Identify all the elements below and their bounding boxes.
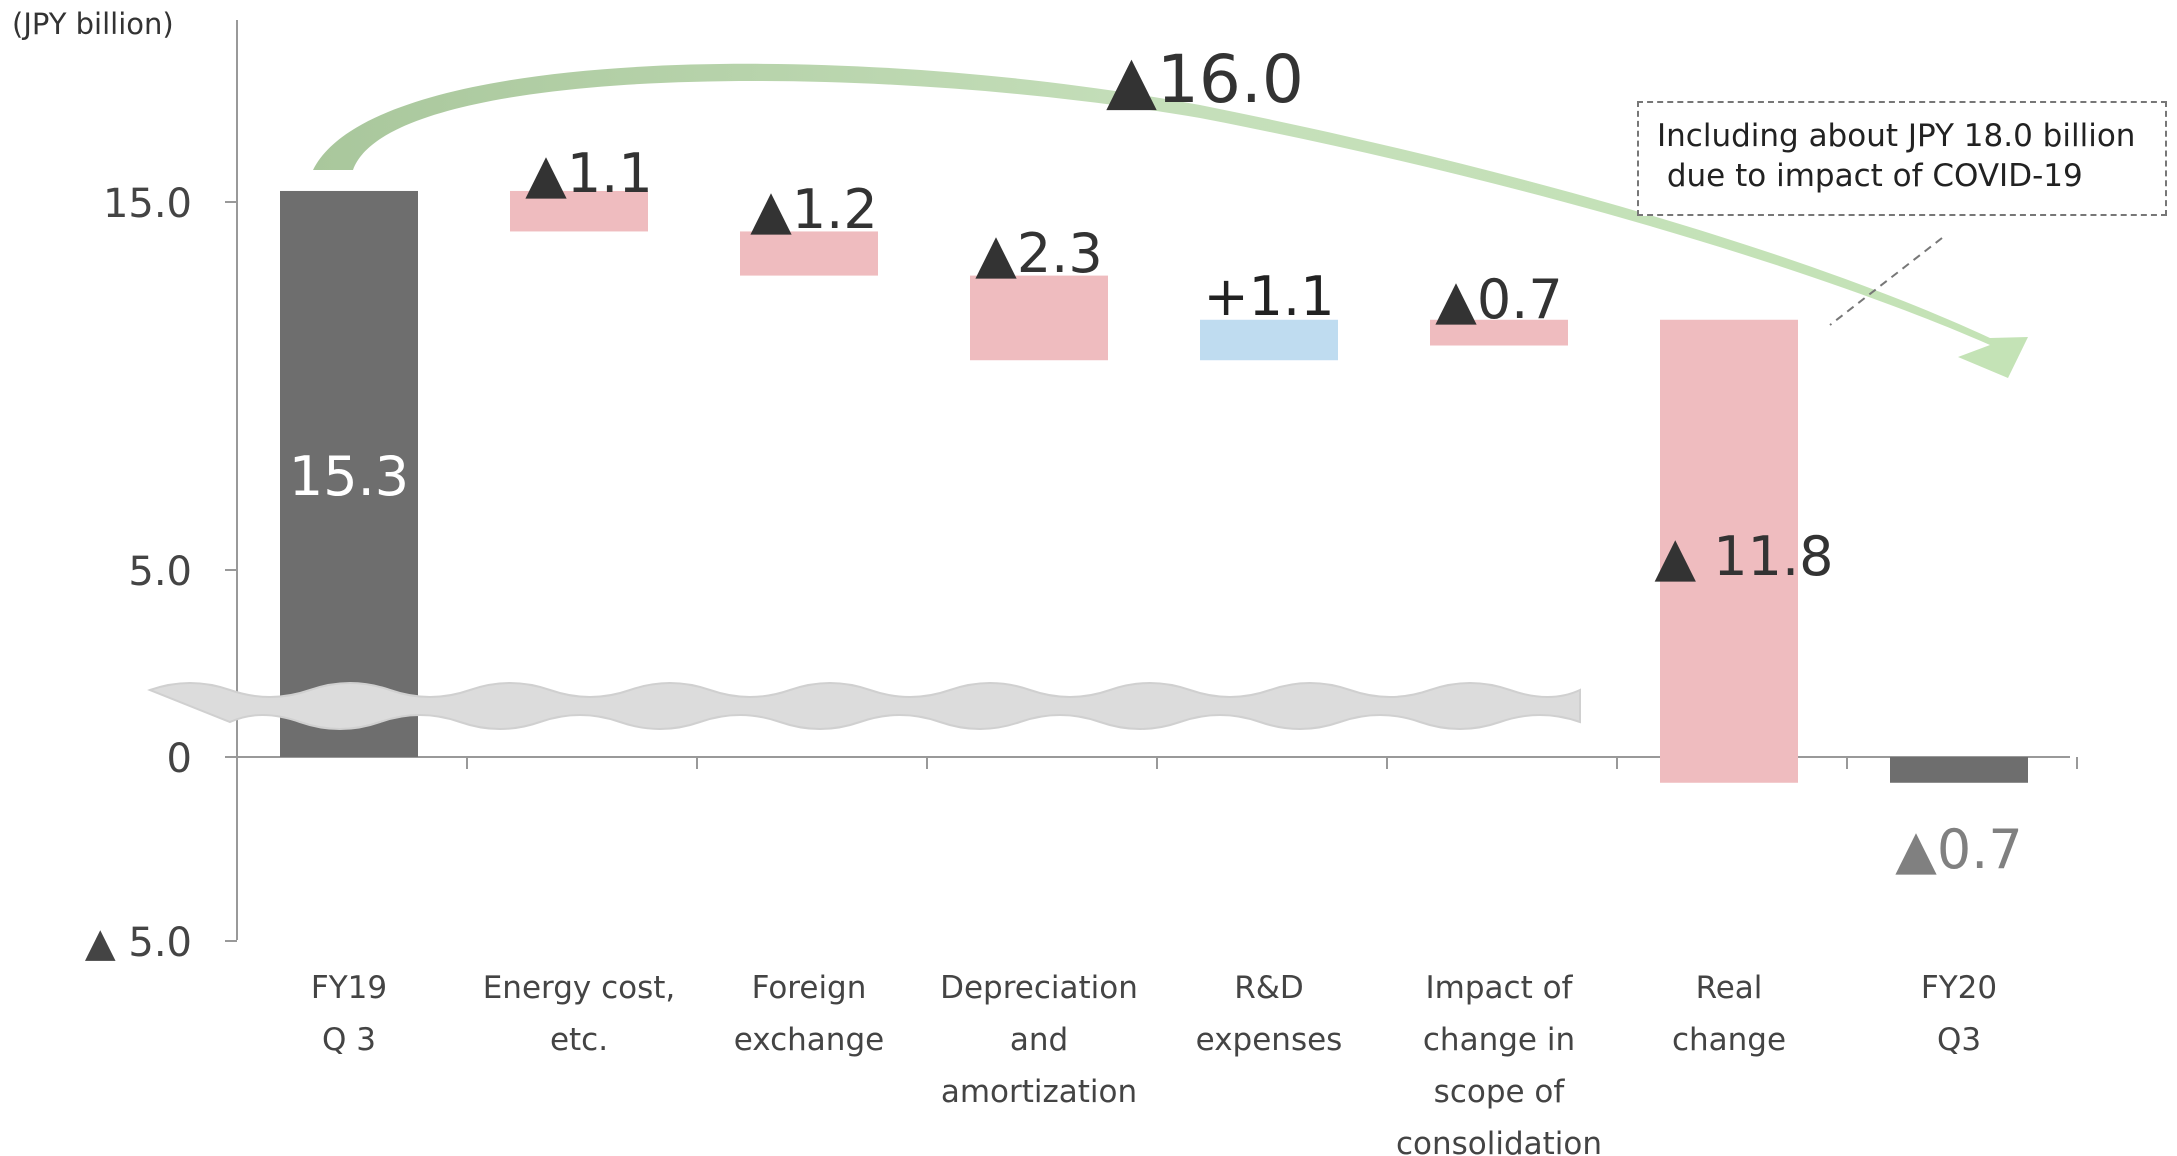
bar-rnd [1200, 319, 1338, 361]
unit-label: (JPY billion) [12, 7, 174, 41]
leader-line [1829, 237, 1943, 326]
y-tick-label: 15.0 [103, 181, 192, 227]
x-category-label: Real [1696, 970, 1763, 1006]
value-label-real: ▲ 11.8 [1655, 525, 1834, 588]
value-label-fy20q3: ▲0.7 [1895, 818, 2022, 881]
x-category-label: FY20 [1921, 970, 1997, 1006]
annotation-leader-line [1829, 237, 1943, 326]
x-category-label: change [1672, 1022, 1786, 1058]
x-category-label: amortization [941, 1074, 1137, 1110]
x-category-label: R&D [1234, 970, 1304, 1006]
y-tick-label: 0 [167, 736, 192, 782]
y-tick-label: 5.0 [128, 549, 192, 595]
bar-fx [740, 231, 878, 276]
annotation-line-1: Including about JPY 18.0 billion [1657, 118, 2136, 154]
labels: (JPY billion) 15.0 5.0 0 ▲ 5.0 FY19 Q 3 Energy … [12, 7, 2023, 1156]
x-category-label: expenses [1196, 1022, 1343, 1058]
bar-fy19q3 [280, 190, 418, 757]
bar-fy20q3 [1890, 757, 2028, 783]
x-category-label: Energy cost, [483, 970, 676, 1006]
x-category-label: Foreign [752, 970, 867, 1006]
x-category-label: change in [1423, 1022, 1575, 1058]
decrease-arrow-shape [313, 63, 2028, 378]
bar-real [1660, 319, 1798, 783]
bars [280, 190, 2028, 783]
x-category-label: Q3 [1937, 1022, 1981, 1058]
value-label-rnd: +1.1 [1203, 265, 1334, 328]
x-category-label: FY19 [311, 970, 387, 1006]
x-category-label: consolidation [1396, 1126, 1602, 1156]
x-category-label: Depreciation [940, 970, 1138, 1006]
y-tick-label: ▲ 5.0 [85, 920, 192, 966]
covid-impact-annotation: Including about JPY 18.0 billion due to … [1637, 101, 2167, 216]
annotation-line-2: due to impact of COVID-19 [1657, 158, 2083, 194]
value-label-depr: ▲2.3 [975, 222, 1102, 285]
bar-energy [510, 190, 648, 232]
total-change-label: ▲16.0 [1106, 41, 1304, 118]
bar-scope [1430, 319, 1568, 346]
break-wave [147, 682, 1581, 730]
x-category-label: etc. [550, 1022, 608, 1058]
x-category-label: Impact of [1426, 970, 1574, 1006]
bar-depr [970, 275, 1108, 361]
value-label-fx: ▲1.2 [750, 178, 877, 241]
x-category-label: and [1010, 1022, 1068, 1058]
x-category-label: Q 3 [322, 1022, 376, 1058]
total-change-arrow [313, 63, 2028, 378]
value-label-scope: ▲0.7 [1435, 268, 1562, 331]
value-label-fy19q3: 15.3 [289, 445, 409, 508]
axis-break-band [147, 682, 1581, 730]
x-category-label: exchange [734, 1022, 884, 1058]
value-label-energy: ▲1.1 [525, 142, 652, 205]
x-category-label: scope of [1434, 1074, 1566, 1110]
